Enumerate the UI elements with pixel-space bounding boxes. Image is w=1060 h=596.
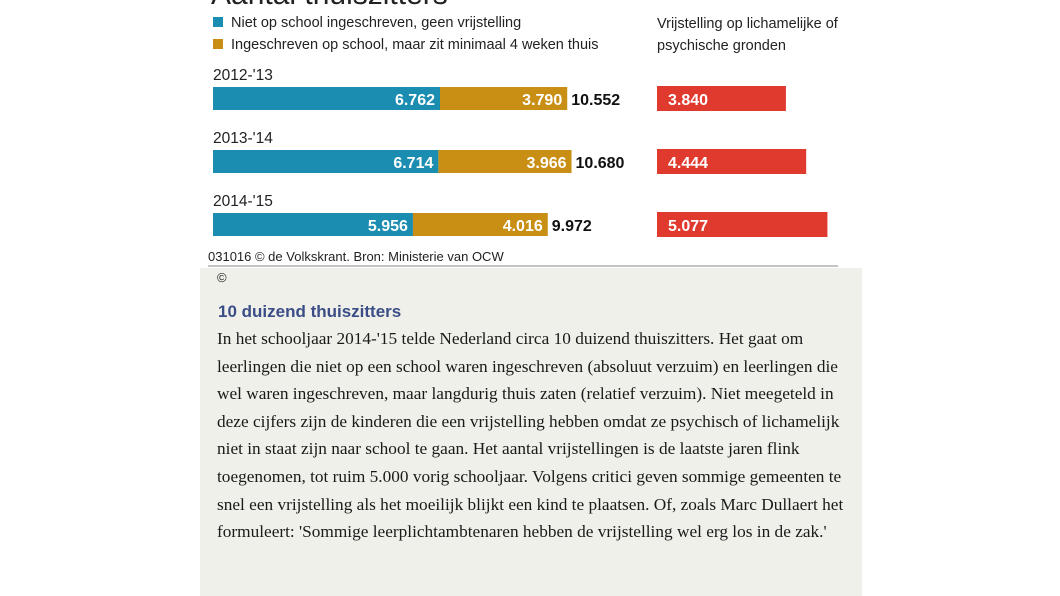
- legend-swatch: [213, 39, 223, 49]
- side-bar: [657, 86, 786, 111]
- side-bar-label: 4.444: [668, 155, 708, 172]
- bar-label: 5.956: [368, 218, 408, 235]
- bar-segment: [213, 150, 439, 173]
- article-heading: 10 duizend thuiszitters: [218, 302, 402, 321]
- side-legend: Vrijstelling op lichamelijke of psychisc…: [657, 16, 838, 54]
- article-box: © 10 duizend thuiszitters In het schoolj…: [200, 268, 862, 596]
- source: 031016 © de Volkskrant. Bron: Ministerie…: [208, 249, 504, 264]
- chart: Aantal thuiszitters Niet op school ingesc…: [208, 0, 838, 267]
- bar-label: 6.762: [395, 92, 435, 109]
- bar-label: 3.966: [526, 155, 566, 172]
- total-label: 9.972: [552, 218, 592, 235]
- side-bar-label: 3.840: [668, 92, 708, 109]
- legend-swatch: [213, 17, 223, 27]
- bar-segment: [440, 87, 568, 110]
- legend-label: Niet op school ingeschreven, geen vrijst…: [231, 15, 521, 31]
- chart-title: Aantal thuiszitters: [211, 0, 448, 11]
- bar-segment: [213, 213, 413, 236]
- bar-segment: [438, 150, 572, 173]
- bar-label: 4.016: [503, 218, 543, 235]
- bar-label: 3.790: [522, 92, 562, 109]
- side-bar-label: 5.077: [668, 218, 708, 235]
- legend-label: Ingeschreven op school, maar zit minimaa…: [231, 37, 599, 53]
- side-bar: [657, 149, 807, 174]
- bar-segment: [412, 213, 548, 236]
- copyright: ©: [217, 270, 227, 285]
- bar-segment: [213, 87, 440, 110]
- total-label: 10.552: [571, 92, 620, 109]
- category-label: 2013-'14: [213, 130, 273, 147]
- category-label: 2014-'15: [213, 193, 273, 210]
- bar-label: 6.714: [393, 155, 433, 172]
- total-label: 10.680: [576, 155, 625, 172]
- side-bar: [657, 212, 828, 237]
- category-label: 2012-'13: [213, 67, 273, 84]
- article-text: In het schooljaar 2014-'15 telde Nederla…: [217, 329, 844, 542]
